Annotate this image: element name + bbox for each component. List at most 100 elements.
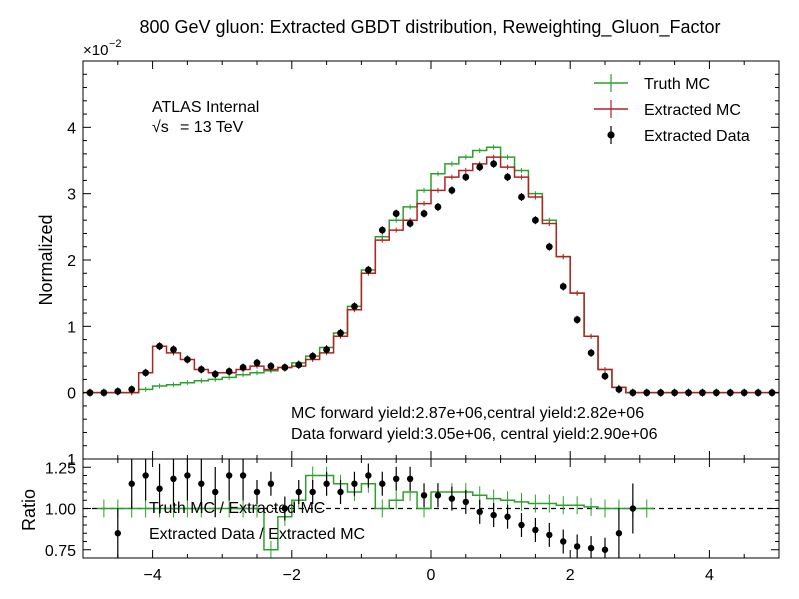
ratio-series-group: [83, 459, 779, 558]
atlas-label: ATLAS Internal: [152, 99, 259, 116]
data-point: [545, 243, 553, 251]
y-multiplier-base: ×10: [83, 42, 108, 59]
ratio-data-point: [295, 488, 302, 496]
ratio-data-point: [114, 530, 122, 537]
ratio-data-point: [142, 472, 149, 479]
legend-entry-extracted-data: Extracted Data: [607, 126, 750, 145]
data-point: [726, 389, 734, 397]
ratio-series-line-truth: [96, 474, 654, 551]
ratio-data-point: [420, 492, 428, 499]
ratio-data-point: [393, 475, 400, 482]
data-point: [295, 361, 303, 369]
ratio-data-point: [156, 485, 163, 492]
legend-entry-truth-mc: Truth MC: [594, 74, 710, 93]
ratio-y-tick-label: 1.25: [45, 460, 76, 477]
data-point: [671, 389, 678, 397]
y-multiplier-exponent: −2: [109, 38, 122, 50]
ratio-y-axis-label: Ratio: [19, 489, 39, 531]
data-point: [184, 356, 191, 363]
chart-title: 800 GeV gluon: Extracted GBDT distributi…: [140, 17, 721, 38]
data-point: [518, 193, 525, 201]
data-point: [754, 389, 762, 397]
ratio-data-point: [546, 531, 553, 539]
ratio-legend-data: Extracted Data / Extracted MC: [149, 526, 365, 543]
data-point: [657, 389, 665, 397]
data-point: [142, 369, 150, 377]
data-point: [712, 389, 720, 397]
ratio-data-point: [351, 480, 358, 487]
data-point: [337, 329, 344, 337]
ratio-data-point: [309, 488, 316, 496]
ratio-data-point: [518, 521, 525, 529]
main-y-axis-label: Normalized: [36, 214, 56, 305]
ratio-data-point: [337, 488, 344, 496]
ratio-data-point: [560, 538, 567, 545]
x-tick-label: 0: [427, 567, 436, 584]
ratio-data-point: [267, 480, 275, 487]
data-point: [573, 316, 581, 324]
data-point: [532, 216, 539, 224]
ratio-data-point: [365, 472, 372, 479]
data-point: [476, 163, 484, 171]
y-tick-label: 4: [67, 120, 76, 137]
data-point: [170, 346, 177, 353]
data-point: [699, 389, 706, 397]
data-point: [740, 389, 748, 397]
atlas-label-block: ATLAS Internal √s = 13 TeV: [152, 99, 259, 136]
data-point: [323, 346, 330, 353]
y-tick-label: 1: [67, 319, 76, 336]
ratio-data-point: [587, 544, 595, 552]
x-tick-label: 4: [705, 567, 714, 584]
ratio-data-point: [253, 488, 261, 496]
data-point: [211, 370, 219, 378]
data-point: [601, 372, 609, 380]
ratio-data-point: [225, 472, 233, 479]
ratio-data-point: [323, 480, 330, 487]
x-tick-label: −4: [143, 567, 161, 584]
annotation-mc-yield: MC forward yield:2.87e+06,central yield:…: [291, 405, 644, 422]
data-point: [406, 220, 414, 227]
data-point: [114, 387, 122, 395]
legend-label: Truth MC: [644, 76, 710, 93]
y-tick-label: 3: [67, 187, 76, 204]
data-point: [629, 389, 637, 397]
data-point: [100, 389, 108, 397]
data-point: [309, 352, 317, 360]
data-point: [128, 385, 136, 393]
ratio-data-point: [504, 513, 511, 520]
ratio-data-point: [448, 495, 456, 502]
ratio-data-point: [573, 543, 581, 550]
data-point: [559, 283, 567, 290]
ratio-data-point: [212, 488, 219, 496]
x-tick-label: 2: [566, 567, 575, 584]
y-tick-label: 0: [67, 386, 76, 403]
data-point: [239, 364, 247, 371]
ratio-data-point: [434, 492, 442, 499]
ratio-y-tick-label: 0.75: [45, 543, 76, 560]
data-point: [462, 173, 470, 181]
data-point: [587, 349, 595, 357]
data-point: [351, 303, 358, 310]
main-series-group: [83, 144, 779, 397]
data-point: [364, 266, 372, 274]
data-point: [504, 173, 511, 181]
legend-label: Extracted Data: [644, 128, 750, 145]
ratio-data-point: [170, 475, 177, 482]
ratio-data-point: [629, 505, 637, 512]
main-plot-area: [83, 144, 779, 397]
y-tick-label: 2: [67, 253, 76, 270]
y-tick-label-clipped: 1: [67, 452, 76, 469]
ratio-data-point: [490, 511, 497, 519]
data-point: [434, 203, 442, 211]
energy-label-prefix: √s: [152, 119, 169, 136]
data-point: [197, 366, 205, 373]
data-point: [448, 186, 456, 194]
ratio-data-point: [476, 508, 483, 515]
ratio-data-point: [239, 472, 247, 479]
data-point: [685, 389, 692, 397]
data-point: [281, 364, 289, 371]
data-point: [392, 210, 400, 217]
ratio-legend-truth: Truth MC / Extracted MC: [149, 500, 325, 517]
legend-entry-extracted-mc: Extracted MC: [594, 100, 741, 119]
